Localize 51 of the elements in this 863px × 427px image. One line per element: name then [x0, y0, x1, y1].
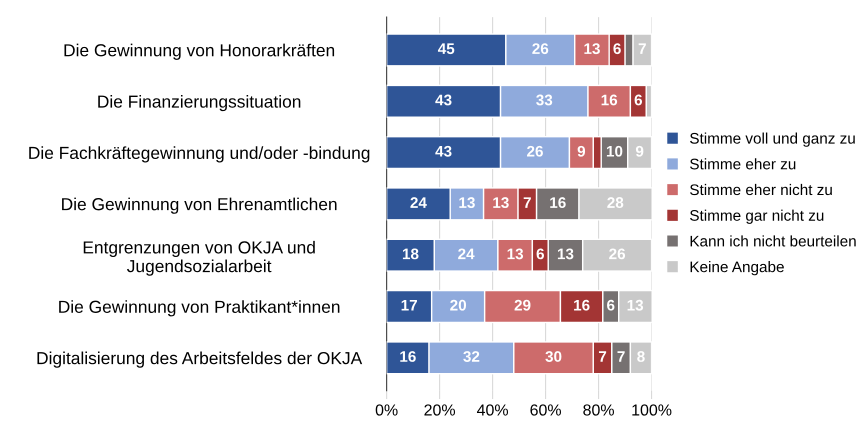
- x-tick-label: 20%: [424, 404, 456, 416]
- data-label: 24: [410, 197, 427, 208]
- x-tick-label: 0%: [376, 404, 398, 416]
- y-tick-label: Die Gewinnung von Ehrenamtlichen: [62, 198, 336, 214]
- data-label: 7: [598, 351, 606, 362]
- legend-label: Stimme eher zu: [690, 158, 796, 170]
- data-label: 43: [435, 146, 452, 157]
- y-tick-label: Entgrenzungen von OKJA und Jugendsozialarbeit: [84, 240, 315, 276]
- data-label: 6: [634, 94, 642, 106]
- data-label: 26: [532, 43, 548, 54]
- legend-label: Stimme voll und ganz zu: [690, 132, 855, 147]
- legend-label: Kann ich nicht beurteilen: [690, 235, 856, 247]
- x-tick-label: 80%: [583, 404, 614, 416]
- data-label: 7: [618, 351, 625, 362]
- legend-label: Stimme gar nicht zu: [690, 210, 824, 224]
- y-tick-label: Die Gewinnung von Praktikant*innen: [59, 300, 340, 316]
- y-tick-label: Die Gewinnung von Honorarkräften: [64, 44, 334, 60]
- data-label: 26: [527, 146, 543, 157]
- x-tick-label: 60%: [530, 404, 562, 416]
- data-label: 20: [450, 300, 466, 311]
- data-label: 10: [606, 146, 622, 157]
- y-tick-label: Die Fachkräftegewinnung und/oder -bindung: [29, 146, 370, 162]
- data-label: 17: [402, 300, 417, 310]
- data-label: 13: [508, 248, 524, 260]
- data-label: 13: [584, 43, 600, 54]
- y-tick-label: Digitalisierung des Arbeitsfeldes der OKJA: [37, 352, 362, 368]
- data-label: 16: [602, 94, 618, 106]
- data-label: 29: [514, 300, 530, 311]
- data-label: 6: [613, 43, 621, 54]
- data-label: 16: [400, 351, 416, 362]
- data-label: 45: [438, 43, 454, 54]
- data-label: 6: [607, 300, 614, 311]
- data-label: 9: [578, 146, 586, 157]
- legend-label: Stimme eher nicht zu: [690, 184, 832, 196]
- data-label: 18: [402, 248, 418, 260]
- data-label: 33: [536, 94, 552, 106]
- data-label: 24: [458, 248, 475, 260]
- data-label: 13: [493, 197, 509, 208]
- data-label: 16: [574, 300, 590, 311]
- data-label: 16: [550, 197, 566, 208]
- data-label: 43: [435, 94, 452, 106]
- data-label: 6: [536, 248, 544, 260]
- data-label: 7: [524, 197, 531, 208]
- data-label: 32: [463, 351, 480, 362]
- x-tick-label: 100%: [632, 404, 672, 416]
- data-label: 13: [558, 248, 574, 260]
- x-tick-label: 40%: [476, 404, 508, 416]
- data-label: 30: [545, 351, 562, 362]
- data-label: 13: [459, 197, 475, 208]
- legend-label: Keine Angabe: [690, 261, 784, 276]
- y-tick-label: Die Finanzierungssituation: [98, 94, 300, 112]
